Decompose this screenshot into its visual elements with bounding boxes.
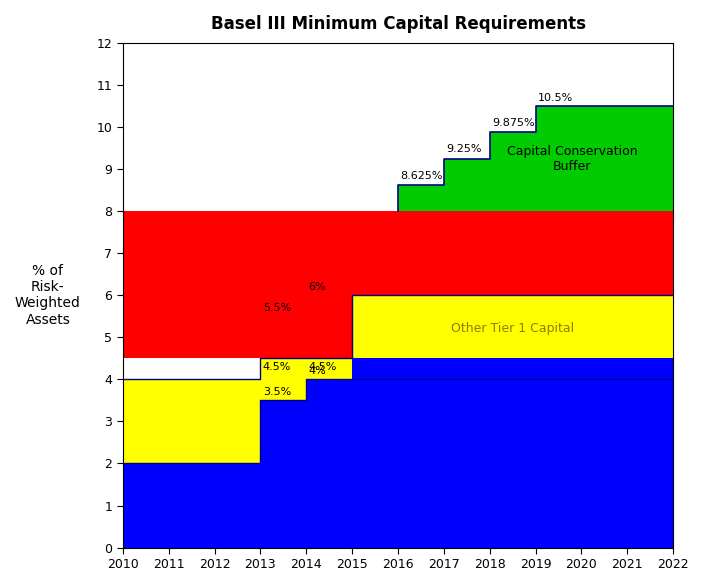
Text: 10.5%: 10.5% (538, 93, 573, 103)
Y-axis label: % of
Risk-
Weighted
Assets: % of Risk- Weighted Assets (15, 264, 81, 326)
Bar (260, 358, 306, 400)
Bar (122, 464, 260, 547)
Bar (536, 106, 673, 211)
Text: 4%: 4% (308, 366, 327, 376)
Text: 8.625%: 8.625% (401, 171, 443, 181)
Text: 4.5%: 4.5% (263, 362, 291, 372)
Bar (352, 295, 673, 358)
Bar (122, 295, 352, 358)
Text: 5.5%: 5.5% (263, 303, 291, 313)
Bar (306, 379, 352, 547)
Text: 3.5%: 3.5% (263, 387, 291, 397)
Bar (444, 159, 490, 211)
Bar (122, 211, 673, 295)
Bar (398, 185, 444, 211)
Text: Other Capital: Other Capital (471, 247, 555, 260)
Text: Other Tier 1 Capital: Other Tier 1 Capital (451, 322, 574, 335)
Bar (352, 358, 673, 547)
Bar (306, 358, 352, 379)
Text: 9.875%: 9.875% (492, 118, 534, 128)
Bar (490, 132, 536, 211)
Title: Basel III Minimum Capital Requirements: Basel III Minimum Capital Requirements (210, 15, 586, 33)
Text: Capital Conservation
Buffer: Capital Conservation Buffer (507, 145, 638, 172)
Bar (122, 379, 260, 464)
Text: 6%: 6% (308, 282, 326, 292)
Text: 4.5%: 4.5% (308, 362, 337, 372)
Text: 9.25%: 9.25% (446, 144, 482, 154)
Text: Tier 1 Common Equity: Tier 1 Common Equity (397, 465, 536, 478)
Bar (260, 400, 306, 547)
